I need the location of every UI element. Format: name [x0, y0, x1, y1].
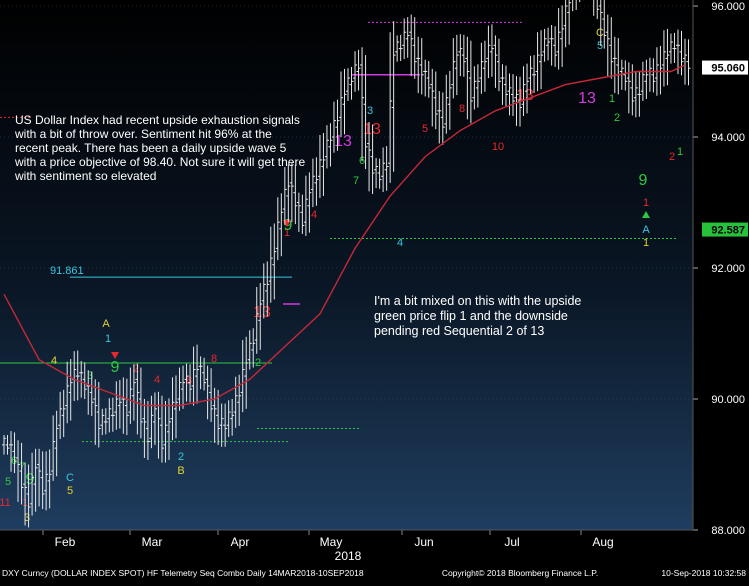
sequential-count-marker: 9 — [639, 172, 648, 189]
sequential-count-marker: 9 — [111, 359, 120, 376]
price-tag-label: 92.587 — [711, 225, 745, 237]
sequential-count-marker: 3 — [24, 512, 30, 524]
sequential-count-marker: C — [596, 27, 604, 39]
sequential-count-marker: 6 — [11, 455, 17, 467]
signal-arrow — [111, 352, 119, 359]
price-tag — [702, 60, 748, 75]
sequential-count-marker: C — [66, 472, 74, 484]
sequential-count-marker: 1 — [105, 333, 111, 345]
sequential-count-marker: 1 — [643, 197, 649, 209]
annotation-text-2: I'm a bit mixed on this with the upside … — [374, 294, 582, 338]
y-tick-label: 88.000 — [711, 525, 745, 537]
y-tick-label: 94.000 — [711, 132, 745, 144]
sequential-count-marker: 4 — [154, 374, 160, 386]
y-tick-label: 90.000 — [711, 394, 745, 406]
sequential-count-marker: 2 — [255, 357, 261, 369]
x-tick-label: Jun — [414, 535, 433, 549]
y-tick-label: 96.000 — [711, 1, 745, 13]
sequential-count-marker: 2 — [669, 151, 675, 163]
x-tick-label: Mar — [142, 535, 163, 549]
sequential-count-marker: 5 — [5, 476, 11, 488]
sequential-count-marker: 5 — [597, 40, 603, 52]
y-axis-panel — [693, 0, 749, 530]
footer-center: Copyright© 2018 Bloomberg Finance L.P. — [442, 568, 598, 578]
sequential-count-marker: 1 — [284, 227, 290, 239]
annotation-text: US Dollar Index had recent upside exhaus… — [15, 113, 306, 183]
sequential-count-marker: 8 — [459, 103, 465, 115]
x-tick-label: Jul — [504, 535, 519, 549]
sequential-count-marker: 1 — [677, 146, 683, 158]
sequential-count-marker: 8 — [186, 375, 192, 387]
sequential-count-marker: 13 — [363, 121, 381, 138]
sequential-count-marker: 13 — [253, 304, 271, 321]
price-tag-label: 95.060 — [711, 63, 745, 75]
x-tick-label: May — [320, 535, 343, 549]
sequential-count-marker: 13 — [578, 90, 596, 107]
sequential-count-marker: 8 — [211, 353, 217, 365]
level-label: 91.861 — [50, 265, 84, 277]
sequential-count-marker: 3 — [87, 370, 93, 382]
moving-average-line — [3, 64, 686, 407]
footer-left: DXY Curncy (DOLLAR INDEX SPOT) HF Teleme… — [2, 568, 364, 578]
sequential-count-marker: 2 — [133, 363, 139, 375]
signal-arrow — [642, 211, 650, 218]
sequential-count-marker: 2 — [614, 112, 620, 124]
sequential-count-marker: B — [177, 465, 184, 477]
sequential-count-marker: 10 — [492, 141, 504, 153]
sequential-count-marker: 13 — [516, 87, 534, 104]
sequential-count-marker: A — [102, 318, 110, 330]
sequential-count-marker: 5 — [67, 485, 73, 497]
price-tag — [702, 222, 748, 237]
sequential-count-marker: 9 — [26, 471, 35, 488]
sequential-count-marker: 2 — [178, 451, 184, 463]
sequential-count-marker: 4 — [397, 237, 403, 249]
x-axis-title: 2018 — [335, 549, 362, 563]
x-tick-label: Aug — [592, 535, 613, 549]
sequential-count-marker: 1 — [643, 237, 649, 249]
sequential-count-marker: A — [642, 224, 650, 236]
sequential-count-marker: 7 — [353, 175, 359, 187]
x-tick-label: Apr — [231, 535, 250, 549]
footer-right: 10-Sep-2018 10:32:58 — [661, 568, 746, 578]
sequential-count-marker: 11 — [0, 497, 11, 509]
sequential-count-marker: 4 — [51, 355, 57, 367]
sequential-count-marker: 3 — [367, 105, 373, 117]
sequential-count-marker: 13 — [334, 133, 352, 150]
y-tick-label: 92.000 — [711, 263, 745, 275]
sequential-count-marker: 9 — [284, 217, 293, 234]
x-tick-label: Feb — [55, 535, 76, 549]
sequential-count-marker: 5 — [422, 123, 428, 135]
sequential-count-marker: 4 — [311, 209, 317, 221]
sequential-count-marker: 1 — [609, 93, 615, 105]
